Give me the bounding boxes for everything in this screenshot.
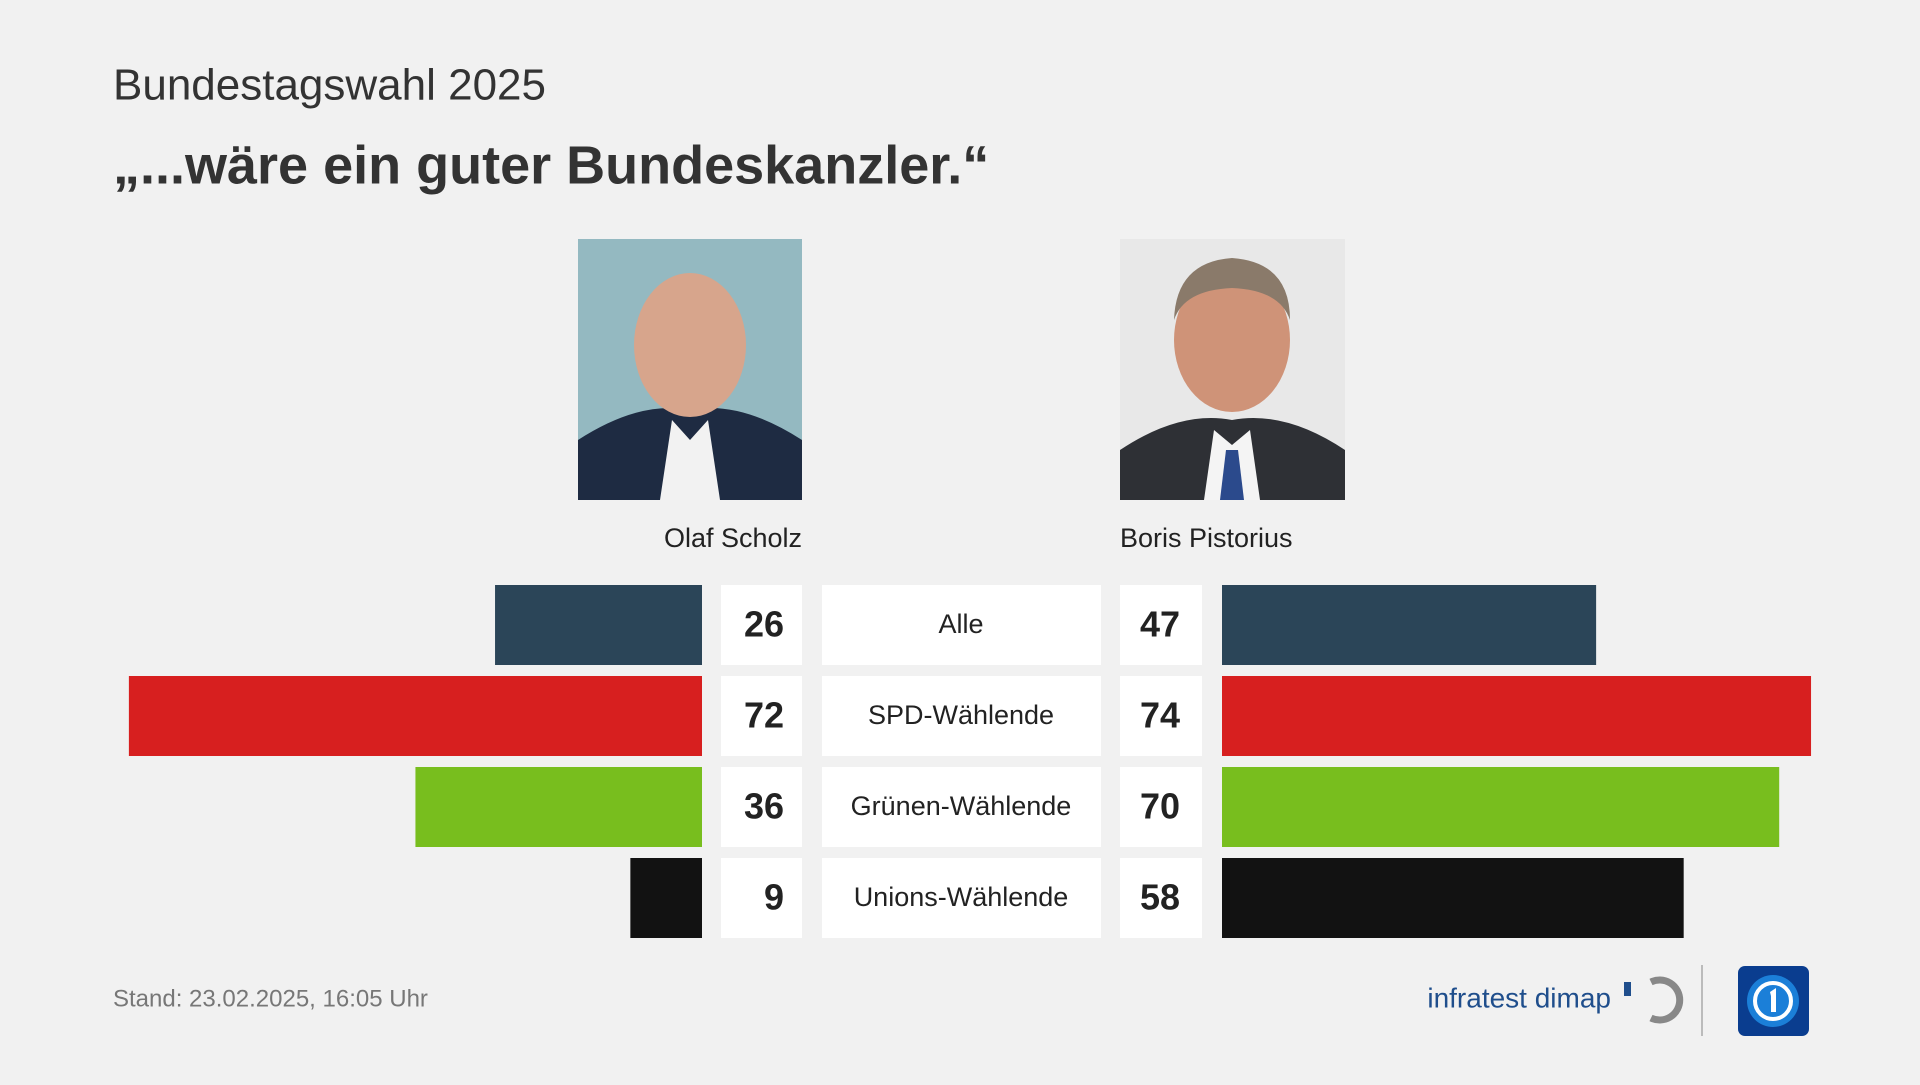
value-box bbox=[1120, 585, 1202, 665]
bar bbox=[495, 585, 702, 665]
category-label: SPD-Wählende bbox=[868, 700, 1054, 730]
chart-title: „...wäre ein guter Bundeskanzler.“ bbox=[113, 135, 989, 195]
value-box bbox=[1120, 676, 1202, 756]
portrait-pistorius bbox=[1120, 239, 1345, 500]
logo-text: infratest dimap bbox=[1427, 982, 1611, 1013]
source: Stand: 23.02.2025, 16:05 Uhr bbox=[113, 985, 428, 1012]
portrait-scholz bbox=[578, 239, 802, 500]
value-box bbox=[721, 858, 802, 938]
value-label: 72 bbox=[744, 695, 784, 736]
value-label: 9 bbox=[764, 877, 784, 918]
logo-icon bbox=[1624, 976, 1684, 1024]
tv-logo bbox=[1738, 966, 1809, 1036]
category-label: Unions-Wählende bbox=[854, 882, 1069, 912]
value-box bbox=[721, 676, 802, 756]
value-label: 70 bbox=[1140, 786, 1180, 827]
bar bbox=[128, 676, 702, 756]
category-box bbox=[822, 767, 1101, 847]
value-box bbox=[721, 767, 802, 847]
bar bbox=[1222, 585, 1597, 665]
category-box bbox=[822, 676, 1101, 756]
value-label: 47 bbox=[1140, 604, 1180, 645]
series-name: Olaf Scholz bbox=[664, 523, 802, 553]
bar bbox=[415, 767, 702, 847]
value-box bbox=[721, 585, 802, 665]
value-label: 36 bbox=[744, 786, 784, 827]
category-box bbox=[822, 585, 1101, 665]
value-label: 74 bbox=[1140, 695, 1180, 736]
bar bbox=[630, 858, 702, 938]
value-box bbox=[1120, 767, 1202, 847]
bar bbox=[1222, 676, 1812, 756]
category-box bbox=[822, 858, 1101, 938]
value-label: 58 bbox=[1140, 877, 1180, 918]
category-label: Alle bbox=[938, 609, 983, 639]
series-name: Boris Pistorius bbox=[1120, 523, 1293, 553]
bar bbox=[1222, 767, 1780, 847]
supertitle: Bundestagswahl 2025 bbox=[113, 61, 546, 110]
value-label: 26 bbox=[744, 604, 784, 645]
category-label: Grünen-Wählende bbox=[851, 791, 1072, 821]
bar bbox=[1222, 858, 1684, 938]
value-box bbox=[1120, 858, 1202, 938]
